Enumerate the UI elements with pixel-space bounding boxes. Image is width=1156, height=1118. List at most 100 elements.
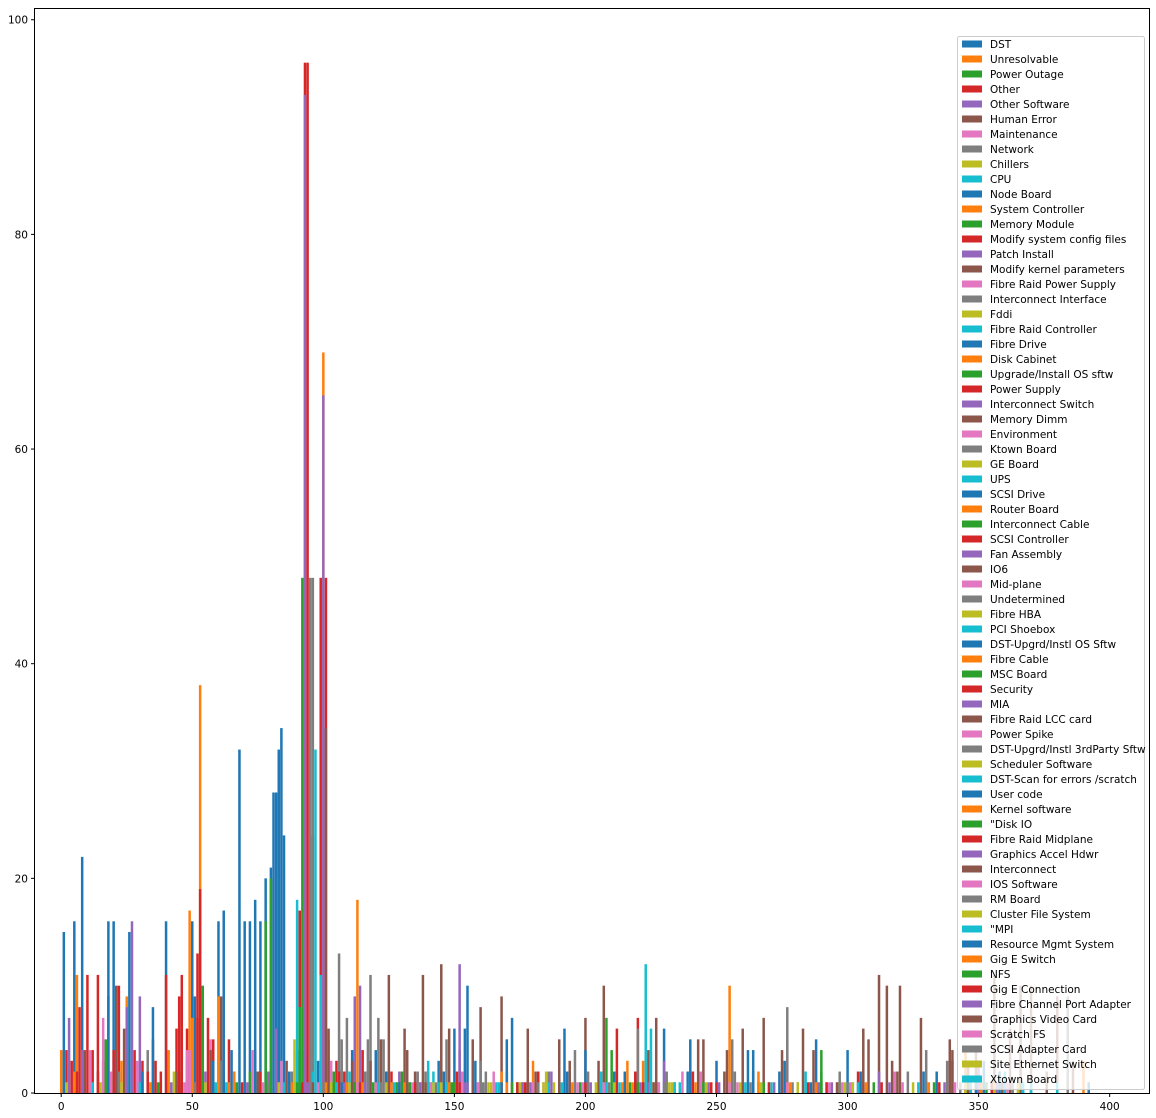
legend-label: Fibre Raid LCC card [990, 714, 1092, 726]
legend-label: Interconnect Interface [990, 294, 1107, 306]
legend-swatch [962, 220, 982, 228]
bar [922, 1071, 925, 1093]
bar [584, 1082, 587, 1093]
bar [59, 1050, 63, 1093]
bar [440, 1082, 443, 1093]
bar [209, 1050, 212, 1093]
bar [290, 1082, 294, 1093]
bar [115, 985, 118, 1093]
legend-label: IOS Software [990, 879, 1058, 891]
legend-label: SCSI Adapter Card [990, 1044, 1087, 1056]
bar [759, 1082, 763, 1093]
bar [751, 1071, 755, 1093]
legend-swatch [962, 445, 982, 453]
bar [329, 1060, 333, 1093]
legend-swatch [962, 130, 982, 138]
bars-layer [59, 62, 1090, 1094]
legend-swatch [962, 775, 982, 783]
bar [248, 921, 252, 1093]
bar [193, 996, 197, 1093]
bar [83, 1050, 87, 1093]
series-27 [193, 1071, 752, 1093]
bar [238, 749, 241, 1093]
bar [584, 1050, 587, 1093]
bar [387, 974, 391, 1093]
bar [316, 1060, 320, 1093]
bar [447, 1082, 451, 1093]
bar [788, 1082, 792, 1093]
legend-swatch [962, 235, 982, 243]
legend-swatch [962, 910, 982, 918]
bar [820, 1082, 823, 1093]
bar [741, 1028, 744, 1093]
bar [510, 1017, 514, 1093]
bar [274, 1028, 278, 1093]
bar [379, 1039, 383, 1093]
x-tick-label: 250 [706, 1101, 726, 1113]
bar [183, 1082, 186, 1093]
bar [251, 1050, 254, 1093]
bar [772, 1082, 776, 1093]
bar [901, 1082, 904, 1093]
legend-swatch [962, 1060, 982, 1068]
bar [170, 1082, 173, 1093]
bar [206, 1017, 210, 1093]
bar [571, 1082, 574, 1093]
legend-swatch [962, 1045, 982, 1053]
bar [348, 1071, 351, 1093]
bar [662, 1060, 666, 1093]
legend-label: Undetermined [990, 594, 1065, 606]
bar [835, 1082, 839, 1093]
bar [547, 1082, 550, 1093]
series-56 [374, 1082, 957, 1093]
legend-swatch [962, 850, 982, 858]
bar [259, 1071, 262, 1093]
bar [510, 1082, 514, 1093]
bar [293, 1039, 296, 1093]
bar [641, 1082, 645, 1093]
bar [65, 1050, 68, 1093]
legend-swatch [962, 475, 982, 483]
bar [335, 1060, 338, 1093]
bar [353, 1082, 357, 1093]
bar [442, 1071, 446, 1093]
bar [204, 1082, 207, 1093]
bar [88, 1050, 92, 1093]
bar [322, 1082, 325, 1093]
bar [827, 1082, 831, 1093]
bar [466, 985, 469, 1093]
series-2 [104, 577, 823, 1093]
bar [613, 1082, 616, 1093]
legend-swatch [962, 610, 982, 618]
bar [167, 1050, 170, 1093]
bar [744, 1082, 747, 1093]
legend-swatch [962, 1000, 982, 1008]
bar [804, 1082, 807, 1093]
bar [455, 1071, 459, 1093]
bar [838, 1071, 841, 1093]
bar [193, 1082, 197, 1093]
bar [702, 1082, 705, 1093]
legend-swatch [962, 745, 982, 753]
bar [862, 1028, 865, 1093]
bar [96, 974, 100, 1093]
bar [141, 1071, 144, 1093]
bar [523, 1082, 527, 1093]
bar [552, 1082, 556, 1093]
legend-swatch [962, 175, 982, 183]
bar [104, 1039, 108, 1093]
x-tick-label: 0 [58, 1101, 65, 1113]
legend-label: Ktown Board [990, 444, 1057, 456]
bar [377, 1082, 380, 1093]
bar [201, 985, 205, 1093]
bar [369, 974, 372, 1093]
bar [128, 932, 131, 1093]
bar [272, 792, 275, 1093]
legend-swatch [962, 880, 982, 888]
bar [812, 1050, 815, 1093]
bar [62, 932, 66, 1093]
bar [67, 1017, 71, 1093]
series-4 [67, 94, 980, 1094]
legend-label: Fan Assembly [990, 549, 1062, 561]
